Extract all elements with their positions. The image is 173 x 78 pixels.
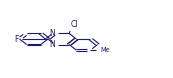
Text: N: N xyxy=(49,29,55,38)
Text: N: N xyxy=(49,40,55,49)
Text: F: F xyxy=(14,34,18,44)
Text: Me: Me xyxy=(100,47,110,53)
Text: Cl: Cl xyxy=(71,20,78,29)
